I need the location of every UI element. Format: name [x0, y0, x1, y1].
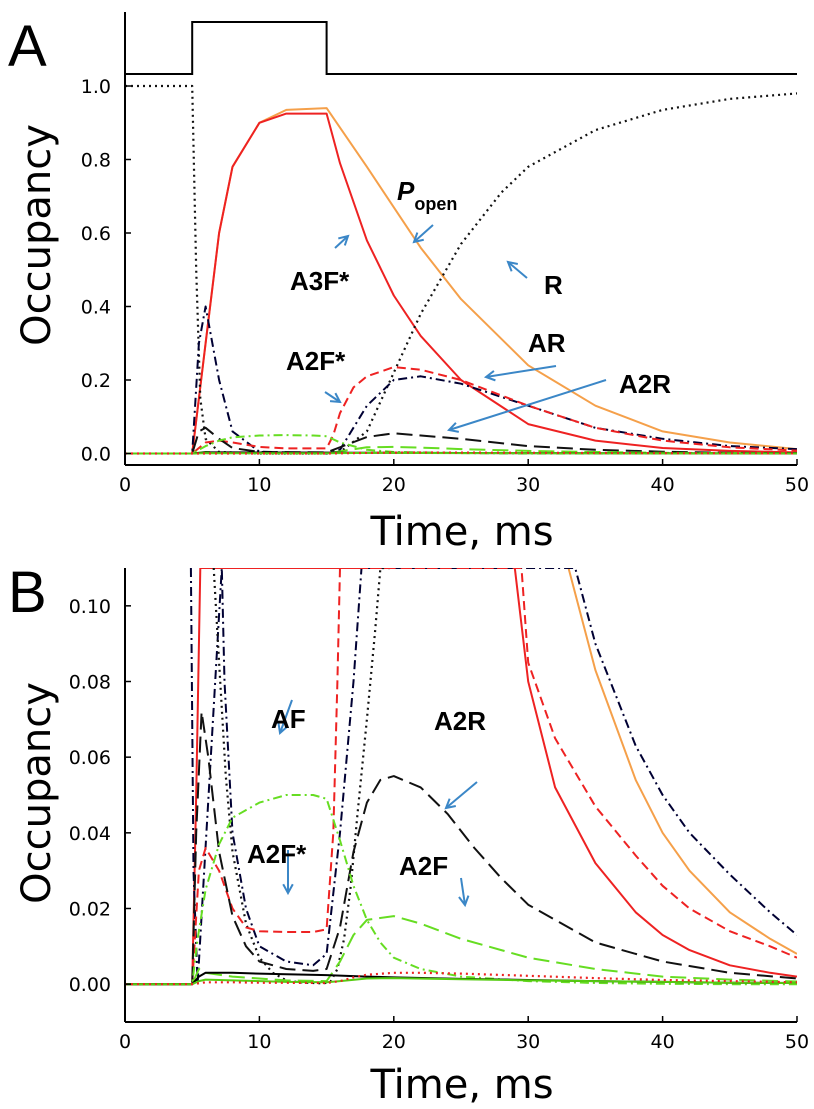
annotation-a2r-b: A2R	[434, 706, 486, 736]
y-axis-label-a: Occupancy	[14, 124, 60, 346]
x-tick-label: 40	[651, 1031, 675, 1053]
x-axis-label-a: Time, ms	[369, 509, 553, 555]
series-line-1	[125, 107, 797, 455]
annotation-popen-sub: open	[414, 194, 457, 214]
y-tick-label: 0.04	[69, 823, 111, 845]
x-tick-label: 40	[651, 474, 675, 496]
y-tick-label: 0.08	[69, 672, 111, 694]
y-tick-label: 0.8	[81, 150, 111, 172]
x-tick-label: 10	[247, 1031, 271, 1053]
series-line-7	[125, 794, 797, 986]
panel-label-a: A	[8, 14, 47, 79]
annotation-arrow-head	[458, 895, 470, 908]
plot-area-a: 0 10 20 30 40 50 0.0 0.2 0.4 0.6 0.8 1.0	[81, 12, 809, 496]
x-tick-label: 50	[785, 1031, 809, 1053]
annotation-arrow-head	[338, 234, 350, 246]
annotation-arrow-shaft	[485, 365, 557, 378]
x-tick-label: 20	[382, 1031, 406, 1053]
y-tick-label: 0.0	[81, 444, 111, 466]
annotation-af: AF	[271, 704, 306, 734]
x-tick-label: 0	[119, 474, 131, 496]
annotation-arrow-shaft	[445, 781, 478, 809]
annotation-ar: AR	[528, 328, 566, 358]
x-tick-label: 30	[516, 474, 540, 496]
annotation-arrow-head	[483, 370, 496, 382]
y-axis-label-b: Occupancy	[14, 682, 60, 904]
x-tick-label: 0	[119, 1031, 131, 1053]
annotation-arrow-head	[506, 260, 518, 272]
annotation-r: R	[544, 270, 563, 300]
svg-text:Popen: Popen	[397, 176, 457, 214]
y-tick-label: 0.00	[69, 974, 111, 996]
annotation-a2f-star-a: A2F*	[286, 346, 346, 376]
series-line-3	[125, 84, 797, 455]
annotation-arrow-head	[447, 422, 460, 433]
y-tick-label: 0.2	[81, 370, 111, 392]
series-line-1	[567, 568, 797, 955]
annotation-arrow-shaft	[413, 224, 434, 243]
annotation-a2r-a: A2R	[619, 369, 671, 399]
annotation-arrow-shaft	[507, 261, 528, 279]
series-group	[125, 568, 797, 986]
y-tick-label: 1.0	[81, 76, 111, 98]
series-line-5	[125, 568, 797, 986]
annotation-popen-main: P	[397, 176, 415, 206]
series-line-10	[125, 977, 797, 986]
annotation-a2f-star-b: A2F*	[247, 839, 307, 869]
series-line-2	[125, 112, 797, 455]
panel-label-b: B	[8, 560, 47, 625]
annotation-arrow-head	[277, 722, 289, 735]
y-tick-label: 0.02	[69, 899, 111, 921]
y-tick-label: 0.06	[69, 747, 111, 769]
plot-area-b: 0 10 20 30 40 50 0.00 0.02 0.04 0.06 0.08 0.10	[69, 568, 809, 1053]
y-tick-label: 0.6	[81, 223, 111, 245]
annotation-arrow-shaft	[279, 699, 293, 734]
annotation-popen: Popen	[397, 176, 457, 214]
x-tick-label: 10	[247, 474, 271, 496]
panel-a: A 0 10 20 30 40 50 0.0 0.2 0.4 0.6 0.8 1.0 Time, ms…	[8, 12, 809, 555]
annotation-a3f-star: A3F*	[290, 266, 350, 296]
annotation-arrow-shaft	[334, 235, 349, 249]
series-line-11	[125, 451, 797, 455]
annotation-arrow-head	[329, 392, 342, 404]
annotation-a2f: A2F	[399, 851, 448, 881]
series-line-3	[189, 568, 797, 986]
annotation-arrow-head	[282, 883, 294, 896]
x-tick-label: 30	[516, 1031, 540, 1053]
series-line-2	[125, 568, 797, 986]
y-tick-label: 0.4	[81, 297, 111, 319]
annotation-arrow-shaft	[448, 379, 607, 431]
x-tick-label: 50	[785, 474, 809, 496]
annotation-arrow-head	[444, 798, 457, 810]
series-line-6	[125, 710, 797, 986]
x-tick-label: 20	[382, 474, 406, 496]
series-line-11	[125, 971, 797, 986]
y-tick-label: 0.10	[69, 596, 111, 618]
series-group	[125, 84, 797, 455]
annotation-arrow-shaft	[460, 877, 466, 906]
annotation-arrow-shaft	[324, 391, 341, 403]
series-line-7	[125, 434, 797, 455]
x-axis-label-b: Time, ms	[369, 1062, 553, 1108]
series-line-6	[125, 426, 797, 455]
series-line-4	[125, 305, 797, 455]
panel-b: B 0 10 20 30 40 50 0.00 0.02 0.04 0.06 0.08 0.10 Ti…	[8, 560, 809, 1108]
annotation-arrow-head	[412, 232, 424, 244]
stimulus-pulse	[125, 21, 797, 75]
